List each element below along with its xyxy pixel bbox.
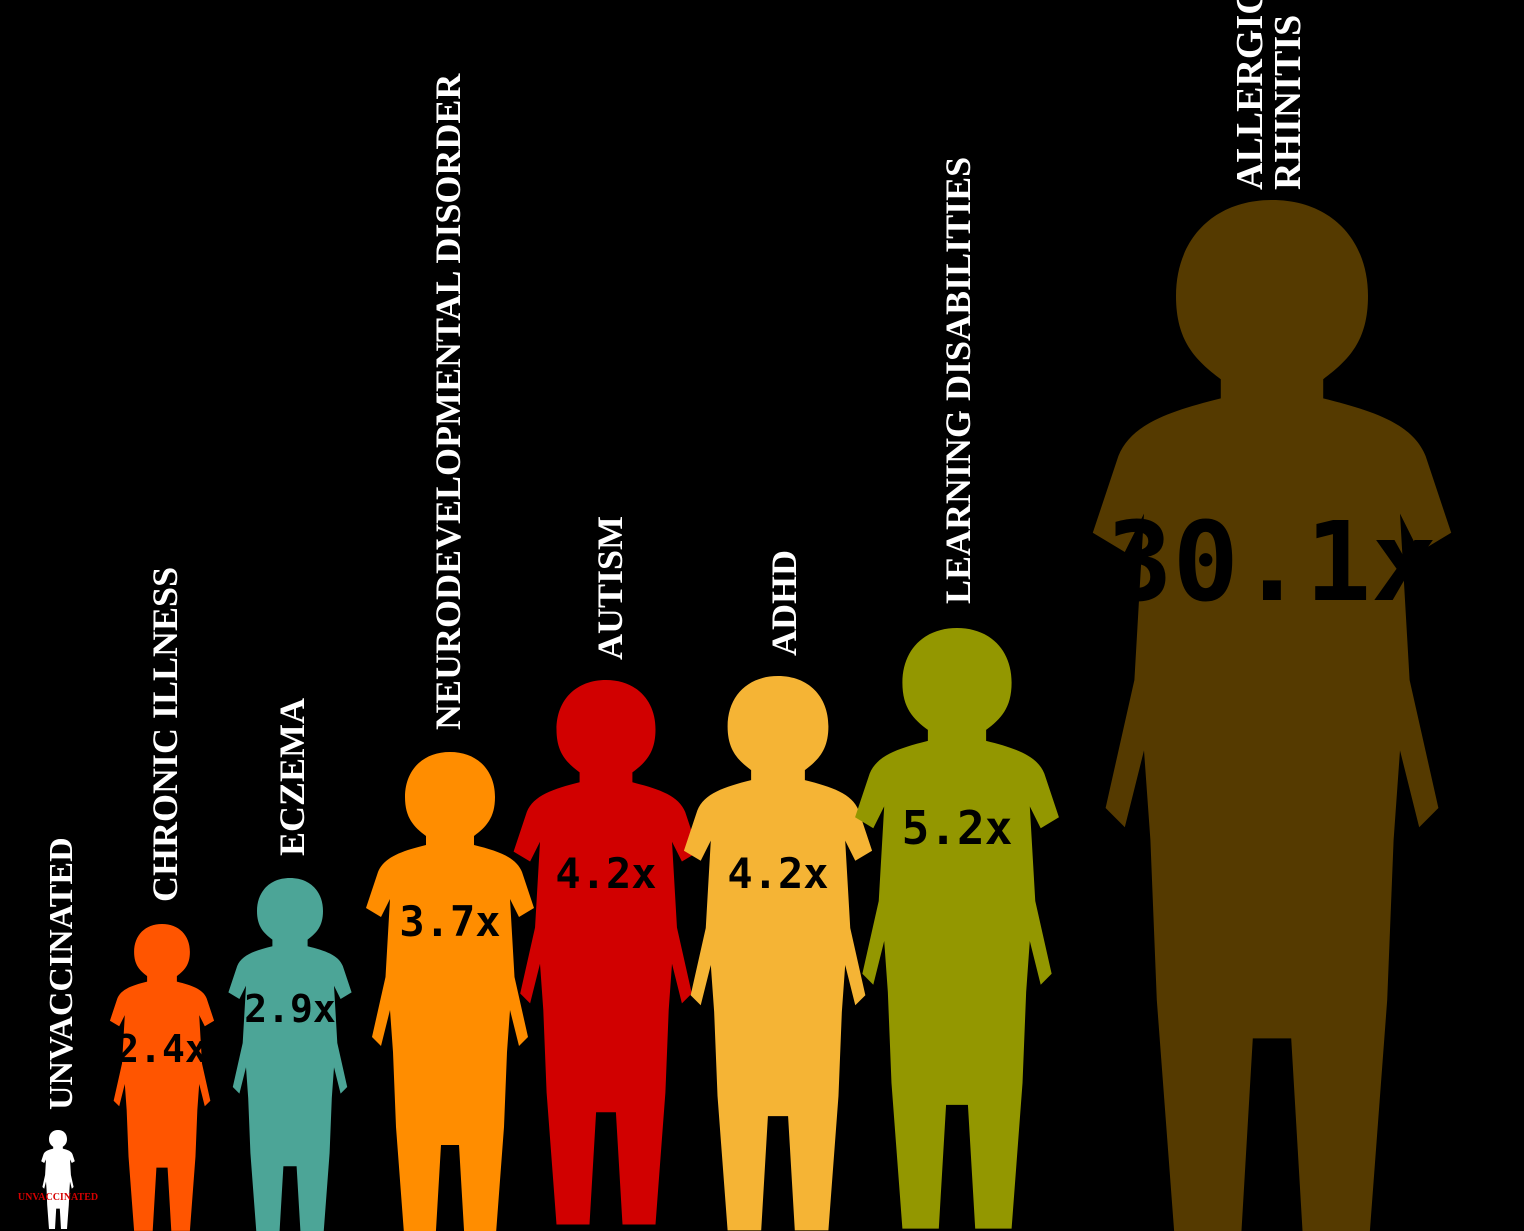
category-label-autism: AUTISM [590,516,630,660]
figure-unvaccinated [41,1130,75,1229]
category-label-learning-disabilities: LEARNING DISABILITIES [938,157,978,604]
labels-layer: UNVACCINATED UNVACCINATED 2.4x CHRONIC ILLN… [18,0,1438,1203]
value-label-adhd: 4.2x [727,849,828,898]
category-label-adhd: ADHD [764,550,804,656]
figure-neurodevelopmental-disorder [366,752,534,1231]
value-label-neurodevelopmental-disorder: 3.7x [399,897,500,946]
figure-allergic-rhinitis [1092,200,1452,1231]
figures-layer [41,200,1452,1231]
figure-chronic-illness [109,924,215,1231]
figure-learning-disabilities [855,628,1059,1229]
value-label-autism: 4.2x [555,849,656,898]
figure-autism [513,680,699,1225]
value-label-allergic-rhinitis: 30.1x [1106,498,1437,626]
figure-adhd [683,676,873,1231]
category-label-allergic-rhinitis: ALLERGICRHINITIS [1229,0,1309,190]
category-label-unvaccinated: UNVACCINATED [43,837,80,1110]
category-label-eczema: ECZEMA [272,698,312,856]
category-label-chronic-illness: CHRONIC ILLNESS [145,567,185,902]
category-label-neurodevelopmental-disorder: NEURODEVELOPMENTAL DISORDER [428,73,468,730]
value-label-learning-disabilities: 5.2x [902,801,1013,855]
value-label-eczema: 2.9x [244,987,336,1031]
unvaccinated-badge-text: UNVACCINATED [18,1192,98,1203]
figure-eczema [228,878,352,1231]
value-label-chronic-illness: 2.4x [116,1027,208,1071]
